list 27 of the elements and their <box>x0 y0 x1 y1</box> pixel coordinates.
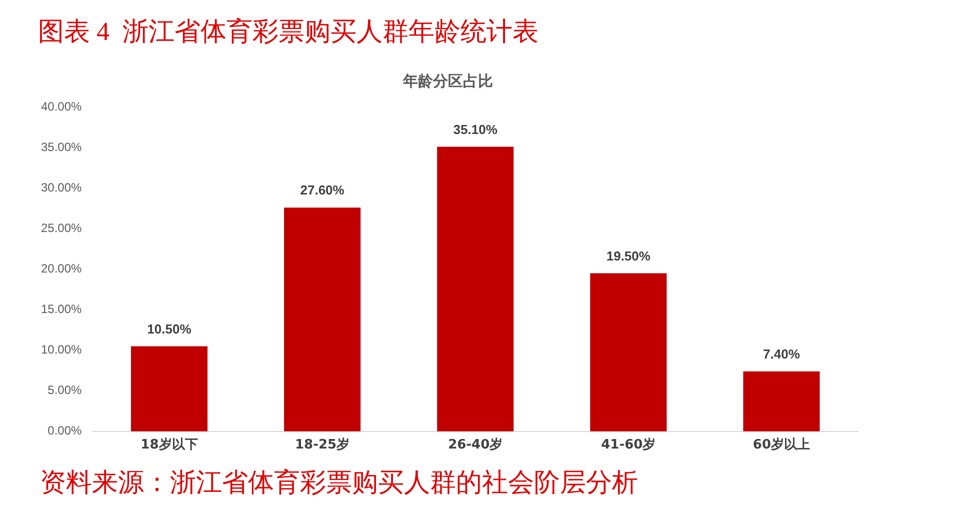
chart-subtitle: 年龄分区占比 <box>402 72 493 90</box>
data-label: 10.50% <box>147 321 192 336</box>
x-tick-label: 60岁以上 <box>752 438 810 453</box>
y-tick-label: 35.00% <box>40 140 82 154</box>
bar <box>743 371 820 432</box>
data-label: 27.60% <box>300 182 345 198</box>
data-label: 7.40% <box>763 346 800 362</box>
bar <box>284 208 361 432</box>
bar <box>437 146 514 432</box>
bar <box>590 273 667 432</box>
bar <box>130 346 208 432</box>
y-tick-label: 30.00% <box>40 180 82 194</box>
text: 资料来源：浙江省体育彩票购买人群的社会阶层分析 <box>39 467 639 499</box>
y-tick-label: 0.00% <box>48 424 82 438</box>
x-tick-label: 41-60岁 <box>601 438 656 453</box>
data-label: 35.10% <box>453 122 498 137</box>
y-tick-label: 25.00% <box>40 220 82 235</box>
chart-title: 图表 4 浙江省体育彩票购买人群年龄统计表 <box>37 16 540 48</box>
y-tick-label: 20.00% <box>40 262 82 276</box>
y-tick-label: 40.00% <box>40 99 82 114</box>
x-tick-label: 26-40岁 <box>448 438 503 453</box>
x-tick-label: 18-25岁 <box>295 438 350 453</box>
y-tick-label: 15.00% <box>40 302 82 316</box>
y-tick-label: 10.00% <box>40 342 82 357</box>
y-tick-label: 5.00% <box>48 383 82 398</box>
data-label: 19.50% <box>606 248 651 264</box>
x-tick-label: 18岁以下 <box>140 438 198 453</box>
